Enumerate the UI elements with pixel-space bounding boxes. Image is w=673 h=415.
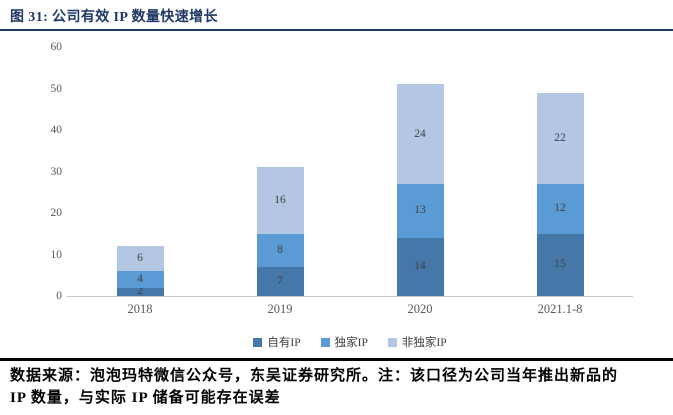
title-divider [0,29,673,31]
y-axis-tick-label: 0 [56,290,62,302]
footer-divider [0,358,673,361]
legend-swatch-icon [253,337,263,347]
bar-value-label: 12 [554,202,566,215]
stacked-bar-chart: 0 10 20 30 40 50 60 2 4 6 2018 7 8 16 2019 14 13 24 2020 15… [0,32,673,352]
legend-item: 自有IP [253,334,301,350]
legend-label: 独家IP [334,337,368,349]
source-note-line1: 数据来源：泡泡玛特微信公众号，东吴证券研究所。注：该口径为公司当年推出新品的 [10,368,619,384]
y-axis-tick-label: 30 [50,165,63,178]
y-axis-tick-label: 60 [50,41,63,53]
bar-value-label: 4 [137,272,143,285]
bar-segment-非独家IP-2021.1-8: 22 [536,92,584,184]
chart-legend: 自有IP 独家IP 非独家IP [70,334,630,350]
legend-item: 独家IP [320,334,368,350]
bar-segment-自有IP-2020: 14 [396,237,444,296]
y-axis-tick-label: 10 [50,248,63,261]
y-axis-tick-label: 50 [50,82,63,95]
bar-segment-独家IP-2020: 13 [396,183,444,238]
figure-title: 图 31: 公司有效 IP 数量快速增长 [10,10,218,25]
bar-value-label: 7 [277,274,283,287]
x-axis-category-label: 2021.1-8 [537,302,583,316]
bar-segment-非独家IP-2018: 6 [116,246,164,272]
y-axis-tick-label: 40 [50,124,63,136]
legend-swatch-icon [320,337,330,347]
bar-segment-非独家IP-2020: 24 [396,84,444,184]
x-axis-category-label: 2018 [127,302,153,316]
bar-segment-自有IP-2021.1-8: 15 [536,233,584,296]
bar-segment-独家IP-2018: 4 [116,271,164,288]
legend-label: 非独家IP [401,337,447,349]
x-axis-category-label: 2019 [267,302,293,316]
x-axis-line [67,296,633,297]
bar-value-label: 16 [274,194,286,207]
source-note-line2: IP 数量，与实际 IP 储备可能存在误差 [10,389,281,406]
bar-value-label: 15 [554,258,566,271]
y-axis-tick-label: 20 [50,207,63,219]
bar-value-label: 13 [414,204,426,217]
bar-segment-非独家IP-2019: 16 [256,167,304,234]
legend-swatch-icon [387,337,397,347]
bar-segment-自有IP-2019: 7 [256,266,304,296]
bar-value-label: 8 [277,243,283,256]
bar-value-label: 2 [137,285,143,298]
bar-value-label: 6 [137,252,143,265]
source-note: 数据来源：泡泡玛特微信公众号，东吴证券研究所。注：该口径为公司当年推出新品的 I… [10,366,666,409]
bar-segment-自有IP-2018: 2 [116,285,164,298]
legend-item: 非独家IP [387,334,447,350]
x-axis-category-label: 2020 [407,302,433,316]
bar-value-label: 24 [414,127,426,140]
bar-value-label: 14 [414,260,426,273]
bar-segment-独家IP-2019: 8 [256,233,304,267]
bar-value-label: 22 [554,131,566,144]
bar-segment-独家IP-2021.1-8: 12 [536,183,584,234]
legend-label: 自有IP [267,337,301,349]
